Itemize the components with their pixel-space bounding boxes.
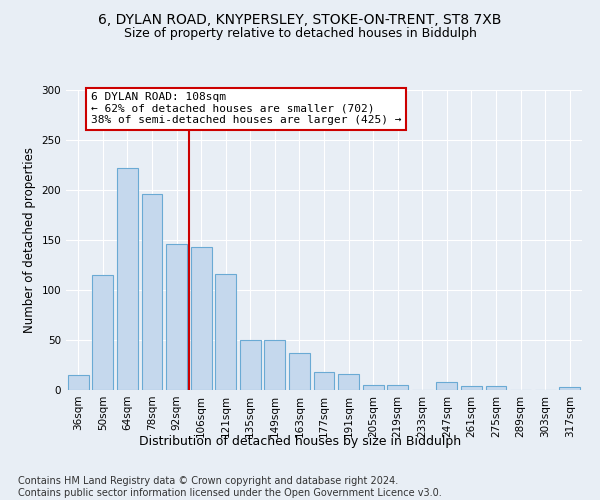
Y-axis label: Number of detached properties: Number of detached properties (23, 147, 36, 333)
Bar (461, 386, 482, 390)
Text: Distribution of detached houses by size in Biddulph: Distribution of detached houses by size … (139, 435, 461, 448)
Text: Contains HM Land Registry data © Crown copyright and database right 2024.
Contai: Contains HM Land Registry data © Crown c… (18, 476, 442, 498)
Bar (436, 382, 457, 390)
Bar (117, 168, 138, 390)
Text: 6 DYLAN ROAD: 108sqm
← 62% of detached houses are smaller (702)
38% of semi-deta: 6 DYLAN ROAD: 108sqm ← 62% of detached h… (91, 92, 401, 125)
Bar (387, 385, 408, 390)
Bar (289, 353, 310, 390)
Bar (68, 375, 89, 390)
Bar (314, 372, 334, 390)
Text: 6, DYLAN ROAD, KNYPERSLEY, STOKE-ON-TRENT, ST8 7XB: 6, DYLAN ROAD, KNYPERSLEY, STOKE-ON-TREN… (98, 12, 502, 26)
Bar (485, 386, 506, 390)
Bar (240, 340, 261, 390)
Bar (92, 275, 113, 390)
Bar (362, 385, 383, 390)
Bar (559, 387, 580, 390)
Bar (338, 374, 359, 390)
Bar (265, 340, 286, 390)
Bar (215, 274, 236, 390)
Bar (166, 244, 187, 390)
Text: Size of property relative to detached houses in Biddulph: Size of property relative to detached ho… (124, 28, 476, 40)
Bar (142, 194, 163, 390)
Bar (191, 247, 212, 390)
